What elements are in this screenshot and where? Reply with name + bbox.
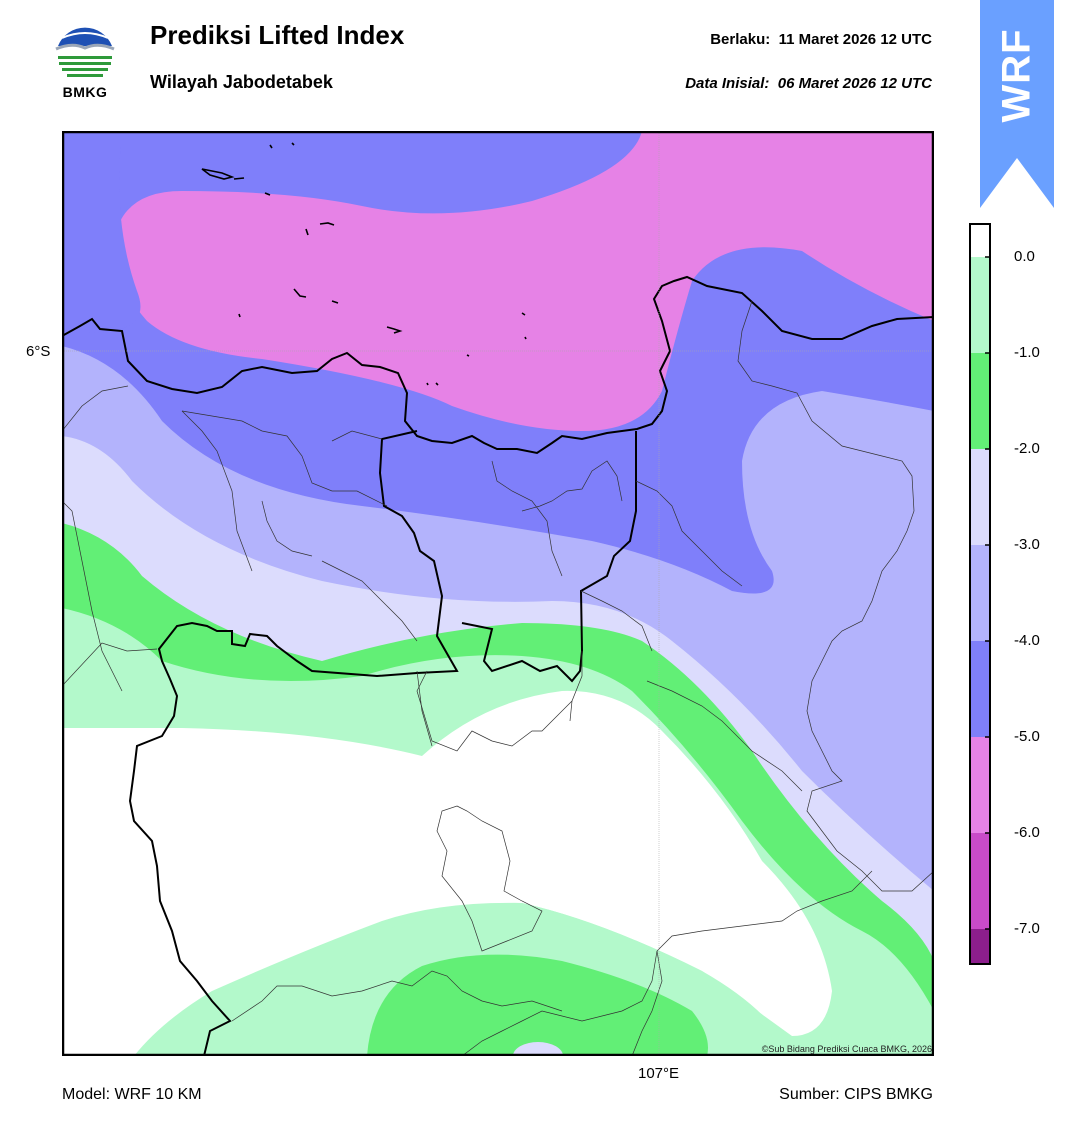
init-label: Data Inisial:	[685, 75, 770, 92]
ribbon-text: WRF	[994, 27, 1039, 123]
colorbar-tick-label: -2.0	[1014, 440, 1040, 457]
colorbar-tick-label: -7.0	[1014, 920, 1040, 937]
init-value: 06 Maret 2026 12 UTC	[777, 75, 932, 92]
lat-label-6s: 6°S	[26, 343, 51, 360]
colorbar-band	[969, 737, 991, 833]
init-time: Data Inisial: 06 Maret 2026 12 UTC	[685, 75, 932, 92]
bmkg-logo: BMKG	[52, 20, 118, 102]
band-positive-southwest	[62, 916, 135, 1056]
map-title: Prediksi Lifted Index	[150, 20, 405, 50]
logo-text: BMKG	[62, 84, 108, 100]
colorbar-band	[969, 449, 991, 545]
colorbar-tick-label: -1.0	[1014, 344, 1040, 361]
lon-label-107e: 107°E	[638, 1065, 680, 1082]
colorbar-band	[969, 223, 991, 257]
copyright-note: ©Sub Bidang Prediksi Cuaca BMKG, 2026	[761, 1044, 932, 1054]
band-minus4-minus5-corner	[62, 131, 141, 333]
colorbar-tick-label: -3.0	[1014, 536, 1040, 553]
valid-label: Berlaku:	[710, 31, 771, 48]
colorbar-band	[969, 929, 991, 963]
colorbar-band	[969, 641, 991, 737]
band-minus1-minus2-south	[367, 954, 708, 1056]
colorbar-tick-label: -6.0	[1014, 824, 1040, 841]
colorbar-tick-label: -5.0	[1014, 728, 1040, 745]
colorbar-tick-label: -4.0	[1014, 632, 1040, 649]
source-label: Sumber: CIPS BMKG	[779, 1086, 933, 1103]
wrf-ribbon-label: WRF	[980, 0, 1054, 150]
map-panel	[62, 131, 934, 1056]
wrf-ribbon	[980, 0, 1054, 208]
colorbar-band	[969, 353, 991, 449]
colorbar-frame	[969, 223, 991, 965]
coastline	[62, 275, 934, 455]
province-boundary-west	[128, 430, 459, 1056]
band-positive-central	[62, 690, 832, 1056]
colorbar	[969, 223, 991, 965]
province-boundary-mid	[461, 431, 637, 683]
district-boundaries	[62, 300, 934, 1056]
model-label: Model: WRF 10 KM	[62, 1086, 202, 1103]
valid-time: Berlaku: 11 Maret 2026 12 UTC	[710, 31, 932, 48]
islands	[201, 142, 527, 386]
map-subtitle: Wilayah Jabodetabek	[150, 72, 333, 92]
lifted-index-map	[62, 131, 934, 1056]
valid-value: 11 Maret 2026 12 UTC	[778, 31, 932, 48]
band-minus5-minus6-west	[113, 131, 934, 431]
colorbar-band	[969, 257, 991, 353]
band-minus2-minus3-speck	[513, 1042, 563, 1056]
colorbar-band	[969, 833, 991, 929]
colorbar-band	[969, 545, 991, 641]
map-frame	[62, 131, 934, 1056]
colorbar-bands	[969, 223, 991, 965]
colorbar-tick-label: 0.0	[1014, 248, 1035, 265]
